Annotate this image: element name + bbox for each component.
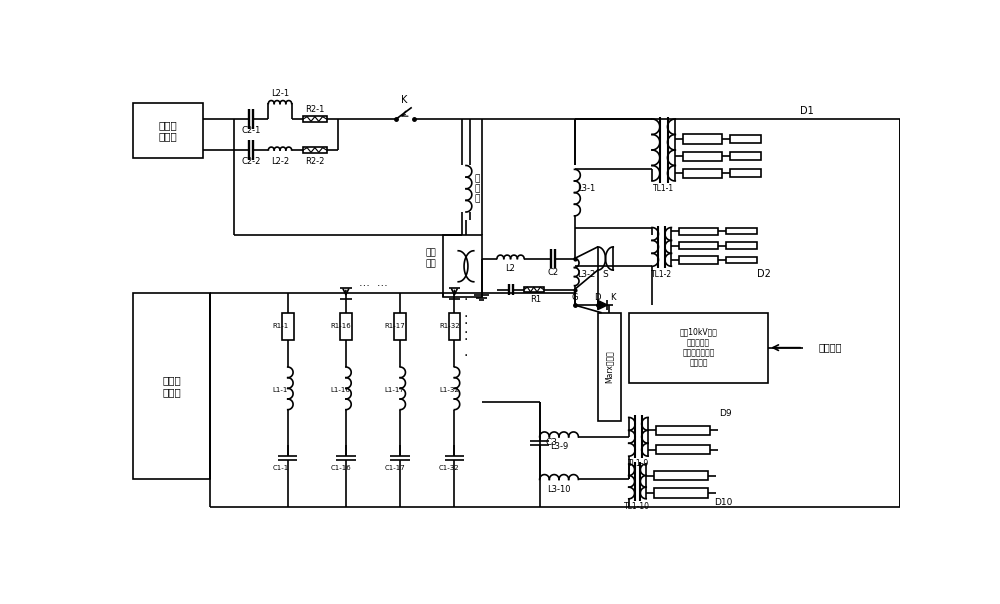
Text: L2-1: L2-1 xyxy=(271,89,289,98)
Bar xyxy=(133,294,210,480)
Text: L3-10: L3-10 xyxy=(547,484,571,493)
Text: L2-2: L2-2 xyxy=(271,157,289,166)
Text: R1-32: R1-32 xyxy=(439,323,460,329)
Text: C1-17: C1-17 xyxy=(385,465,405,471)
Text: ·
·
·: · · · xyxy=(464,316,468,363)
Text: 触发信号: 触发信号 xyxy=(818,342,842,353)
Bar xyxy=(629,313,768,382)
Text: R1-17: R1-17 xyxy=(385,323,405,329)
Text: L1-1: L1-1 xyxy=(272,387,288,393)
Bar xyxy=(656,426,710,435)
Text: G: G xyxy=(571,293,578,302)
Bar xyxy=(654,471,708,480)
Text: D9: D9 xyxy=(719,409,732,418)
Bar xyxy=(656,445,710,454)
Text: R2-1: R2-1 xyxy=(305,105,325,114)
Text: R1-16: R1-16 xyxy=(330,323,351,329)
Text: S: S xyxy=(603,269,608,278)
Text: 主电离
充电机: 主电离 充电机 xyxy=(162,376,181,397)
Text: L2: L2 xyxy=(506,264,516,272)
Text: 气体
开关: 气体 开关 xyxy=(426,249,436,268)
Text: C2-1: C2-1 xyxy=(241,126,261,135)
Bar xyxy=(679,242,718,249)
Text: L1-16: L1-16 xyxy=(330,387,350,393)
Text: 光控10kV高压
脉冲放大器
高稳定性直流高
压发生器: 光控10kV高压 脉冲放大器 高稳定性直流高 压发生器 xyxy=(680,327,717,368)
Text: L3-9: L3-9 xyxy=(550,442,568,451)
Text: R1-1: R1-1 xyxy=(272,323,288,329)
Text: TL1-1: TL1-1 xyxy=(653,184,674,193)
Bar xyxy=(683,152,722,161)
Text: TL1-2: TL1-2 xyxy=(651,269,672,278)
Text: Marx触发器: Marx触发器 xyxy=(605,351,614,384)
Text: C1-16: C1-16 xyxy=(330,465,351,471)
Text: K: K xyxy=(610,293,616,302)
Bar xyxy=(340,313,352,340)
Bar xyxy=(730,152,761,160)
Bar xyxy=(679,256,718,264)
Bar xyxy=(133,103,202,158)
Bar xyxy=(449,313,460,340)
Bar xyxy=(683,135,722,144)
Text: D10: D10 xyxy=(714,498,733,507)
Text: L1-17: L1-17 xyxy=(385,387,404,393)
Text: R2-2: R2-2 xyxy=(305,157,325,166)
Polygon shape xyxy=(598,300,607,310)
Bar xyxy=(730,169,761,177)
Bar xyxy=(726,257,757,263)
Bar xyxy=(303,147,326,153)
Text: ···  ···: ··· ··· xyxy=(359,281,387,291)
Text: L3-2: L3-2 xyxy=(577,269,595,278)
Bar xyxy=(598,313,621,422)
Text: C1-1: C1-1 xyxy=(272,465,288,471)
Bar xyxy=(683,169,722,178)
Text: 磁
开
关: 磁 开 关 xyxy=(475,174,480,204)
Text: L1-32: L1-32 xyxy=(439,387,459,393)
Text: C1-32: C1-32 xyxy=(439,465,460,471)
Text: L3-1: L3-1 xyxy=(577,184,595,193)
Text: ·
·
·: · · · xyxy=(464,294,468,340)
Text: D2: D2 xyxy=(757,269,771,279)
Text: D: D xyxy=(594,293,601,302)
Bar xyxy=(443,235,482,297)
Bar xyxy=(303,116,326,122)
Text: C3: C3 xyxy=(545,438,557,447)
Bar xyxy=(679,228,718,235)
Bar xyxy=(394,313,406,340)
Bar xyxy=(524,287,544,292)
Text: C2-2: C2-2 xyxy=(241,157,261,166)
Text: R1: R1 xyxy=(530,295,541,304)
Bar xyxy=(726,242,757,249)
Text: K: K xyxy=(401,95,407,104)
Bar xyxy=(654,489,708,498)
Text: C2: C2 xyxy=(548,268,559,277)
Bar xyxy=(726,228,757,234)
Bar xyxy=(282,313,294,340)
Text: TL1-10: TL1-10 xyxy=(624,502,650,511)
Text: D1: D1 xyxy=(800,106,814,116)
Text: TL1-9: TL1-9 xyxy=(628,460,649,469)
Text: 预电离
充电机: 预电离 充电机 xyxy=(158,120,177,141)
Bar xyxy=(730,135,761,143)
